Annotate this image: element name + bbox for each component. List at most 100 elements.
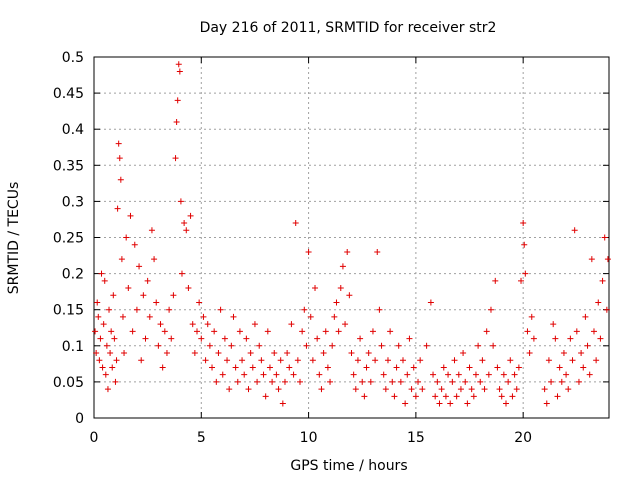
data-point — [96, 357, 103, 364]
data-point — [339, 263, 346, 270]
chart-title: Day 216 of 2011, SRMTID for receiver str… — [200, 20, 497, 36]
data-point — [522, 270, 529, 277]
data-point — [178, 270, 185, 277]
y-axis-label: SRMTID / TECUs — [6, 182, 22, 295]
data-point — [590, 328, 597, 335]
data-point — [526, 350, 533, 357]
data-point — [530, 335, 537, 342]
data-point — [432, 393, 439, 400]
plot-frame — [93, 56, 610, 419]
data-point — [485, 371, 492, 378]
data-point — [100, 321, 107, 328]
data-point — [372, 357, 379, 364]
data-point — [191, 350, 198, 357]
data-point — [292, 220, 299, 227]
data-point — [528, 313, 535, 320]
data-point — [457, 386, 464, 393]
data-point — [507, 357, 514, 364]
data-point — [543, 400, 550, 407]
data-point — [189, 321, 196, 328]
data-point — [318, 386, 325, 393]
data-point — [95, 313, 102, 320]
data-point — [297, 378, 303, 385]
data-point — [194, 328, 200, 335]
data-point — [337, 285, 344, 292]
data-point — [116, 155, 123, 162]
data-point — [481, 386, 488, 393]
data-point — [176, 68, 183, 75]
data-point — [384, 357, 391, 364]
data-point — [127, 212, 134, 219]
data-point — [166, 306, 173, 313]
data-point — [363, 364, 370, 371]
data-point — [136, 263, 143, 270]
data-point — [462, 378, 469, 385]
data-point — [550, 321, 557, 328]
x-tick-label: 10 — [300, 430, 318, 446]
data-point — [382, 386, 389, 393]
data-point — [303, 342, 310, 349]
data-point — [181, 220, 188, 227]
data-point — [509, 393, 516, 400]
data-point — [359, 378, 366, 385]
data-point — [175, 61, 182, 68]
data-point — [436, 400, 443, 407]
data-point — [346, 292, 353, 299]
data-point — [588, 256, 595, 263]
data-point — [327, 378, 334, 385]
data-point — [322, 328, 329, 335]
data-point — [601, 234, 608, 241]
data-point — [511, 371, 518, 378]
data-point — [236, 328, 243, 335]
data-point — [479, 357, 486, 364]
data-point — [114, 205, 121, 212]
data-point — [92, 328, 99, 335]
data-point — [569, 357, 576, 364]
data-point — [196, 299, 203, 306]
data-point — [161, 328, 168, 335]
data-point — [365, 350, 372, 357]
data-point — [524, 328, 531, 335]
data-point — [329, 342, 336, 349]
data-point — [541, 386, 548, 393]
data-point — [599, 277, 606, 284]
data-point — [451, 357, 458, 364]
y-tick-label: 0.4 — [62, 122, 84, 138]
data-point — [402, 400, 409, 407]
data-point — [464, 400, 471, 407]
y-tick-label: 0.45 — [53, 86, 84, 102]
data-point — [271, 350, 278, 357]
data-point — [387, 328, 394, 335]
data-point — [357, 335, 364, 342]
data-point — [301, 306, 308, 313]
data-point — [273, 371, 280, 378]
data-point — [224, 357, 231, 364]
data-point — [314, 335, 321, 342]
data-point — [324, 364, 331, 371]
data-point — [440, 364, 447, 371]
data-point — [251, 321, 258, 328]
data-point — [98, 270, 105, 277]
data-point — [455, 371, 462, 378]
data-point — [560, 350, 567, 357]
data-point — [593, 357, 600, 364]
data-point — [269, 378, 276, 385]
data-point — [445, 371, 452, 378]
data-point — [144, 277, 151, 284]
data-point — [578, 350, 585, 357]
data-point — [520, 220, 527, 227]
data-point — [228, 342, 235, 349]
y-tick-label: 0.35 — [53, 158, 84, 174]
data-point — [447, 400, 454, 407]
data-point — [163, 350, 170, 357]
data-point — [104, 386, 111, 393]
data-point — [217, 306, 224, 313]
data-point — [99, 364, 106, 371]
data-point — [487, 306, 494, 313]
data-point — [290, 371, 297, 378]
y-tick-label: 0.05 — [53, 375, 84, 391]
data-point — [567, 335, 574, 342]
data-point — [442, 393, 449, 400]
data-point — [170, 292, 177, 299]
data-point — [395, 342, 402, 349]
